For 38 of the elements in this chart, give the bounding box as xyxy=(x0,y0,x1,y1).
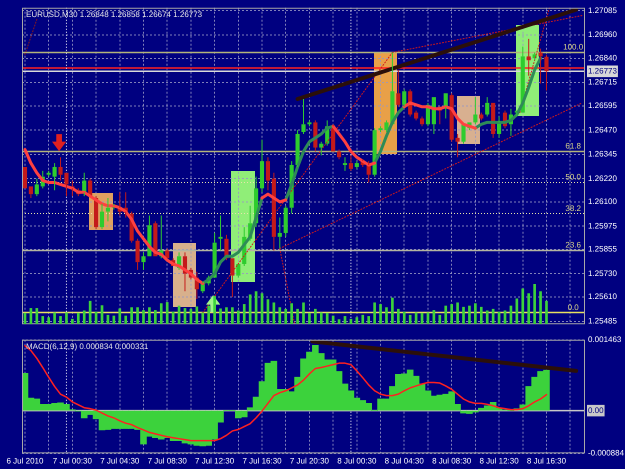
annotation: 0.0 xyxy=(568,302,580,312)
x-tick-label: 8 Jul 12:30 xyxy=(480,456,520,466)
x-tick-label: 8 Jul 00:30 xyxy=(337,456,377,466)
y-tick-label: 1.26773 xyxy=(588,66,618,76)
annotation: 38.2 xyxy=(565,204,582,213)
x-tick-label: 7 Jul 04:30 xyxy=(100,456,140,466)
y-tick-label: 1.26220 xyxy=(588,174,618,183)
y-tick-label: 1.26595 xyxy=(588,101,618,110)
y-tick-label: 0.001463 xyxy=(588,335,622,344)
y-tick-label: 0.00 xyxy=(588,406,604,415)
y-tick-label: 1.25485 xyxy=(588,316,618,326)
y-tick-label: 1.26840 xyxy=(588,53,618,62)
y-tick-label: 1.26960 xyxy=(588,30,618,40)
x-tick-label: 8 Jul 08:30 xyxy=(432,456,472,466)
y-tick-label: 1.27085 xyxy=(588,6,618,15)
x-tick-label: 7 Jul 20:30 xyxy=(290,456,330,466)
annotation: 50.0 xyxy=(565,172,582,182)
y-tick-label: 1.25610 xyxy=(588,292,618,302)
x-tick-label: 7 Jul 16:30 xyxy=(242,456,282,466)
y-tick-label: 1.26100 xyxy=(588,197,618,206)
x-tick-label: 7 Jul 08:30 xyxy=(148,456,188,466)
y-tick-label: 1.25730 xyxy=(588,268,618,278)
y-tick-label: 1.26715 xyxy=(588,78,618,87)
x-tick-label: 8 Jul 16:30 xyxy=(526,456,567,466)
y-tick-label: 1.26345 xyxy=(588,150,618,159)
annotation: 23.6 xyxy=(565,240,582,250)
y-tick-label: 1.26470 xyxy=(588,125,618,134)
y-tick-label: 1.25975 xyxy=(588,221,618,230)
chart-title: EURUSD,M30 1.26848 1.26858 1.26674 1.26773 xyxy=(26,10,203,20)
chart-title: MACD(6,12,9) 0.000834 0.000331 xyxy=(26,342,149,352)
x-tick-label: 7 Jul 12:30 xyxy=(195,456,235,466)
y-tick-label: 1.25855 xyxy=(588,244,618,254)
x-tick-label: 8 Jul 04:30 xyxy=(384,456,424,466)
x-tick-label: 6 Jul 2010 xyxy=(6,456,44,466)
annotation: 61.8 xyxy=(565,142,582,151)
y-tick-label: -0.000884 xyxy=(588,448,625,458)
annotation: 100.0 xyxy=(563,42,584,52)
x-tick-label: 7 Jul 00:30 xyxy=(52,456,92,466)
